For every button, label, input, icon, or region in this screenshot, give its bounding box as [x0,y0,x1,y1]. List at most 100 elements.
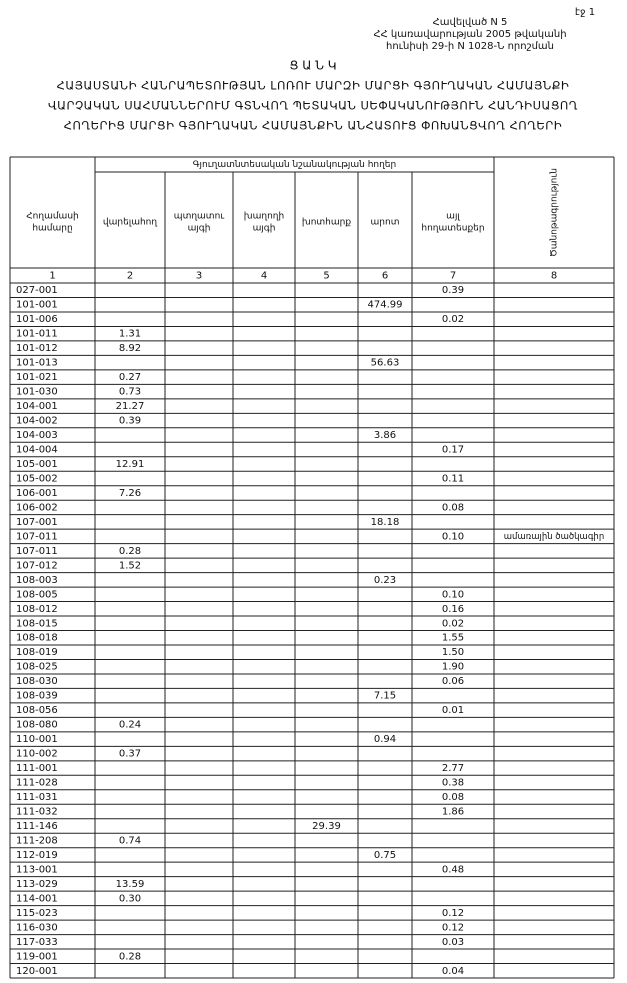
parcel-id: 104-002 [16,416,58,427]
area-value: 7.26 [119,488,141,499]
area-value: 0.23 [374,575,396,586]
parcel-id: 115-023 [16,908,58,919]
area-value: 0.17 [442,445,464,456]
area-value: 0.08 [442,502,464,513]
parcel-id: 105-001 [16,459,58,470]
parcel-id: 107-012 [16,560,58,571]
area-value: 0.39 [119,416,141,427]
area-value: 2.77 [442,763,464,774]
decree: ՀՀ կառավարության 2005 թվականի [373,29,566,40]
parcel-id: 108-003 [16,575,58,586]
parcel-id: 107-001 [16,517,58,528]
area-value: 0.73 [119,387,141,398]
area-value: 0.01 [442,705,464,716]
parcel-id: 108-056 [16,705,58,716]
parcel-id: 106-002 [16,502,58,513]
parcel-id: 110-002 [16,749,58,760]
area-value: 0.12 [442,922,464,933]
parcel-id: 108-080 [16,720,58,731]
column-header: խոտհարք [302,218,351,228]
parcel-id: 108-015 [16,618,58,629]
area-value: 13.59 [116,879,145,890]
area-value: 1.55 [442,633,464,644]
column-number: 8 [551,271,557,282]
area-value: 0.12 [442,908,464,919]
area-value: 0.75 [374,850,396,861]
parcel-id: 111-028 [16,778,58,789]
column-number: 7 [450,271,456,282]
parcel-id: 108-025 [16,662,58,673]
area-value: 21.27 [116,401,145,412]
area-value: 1.31 [119,329,141,340]
parcel-id: 113-029 [16,879,58,890]
area-value: 12.91 [116,459,145,470]
column-header: պտղատու [174,212,225,222]
column-number: 3 [196,271,202,282]
column-header: հողատեսքեր [421,224,484,234]
parcel-id: 117-033 [16,937,58,948]
column-number: 1 [49,271,55,282]
page-number: էջ 1 [575,7,595,18]
area-value: 3.86 [374,430,396,441]
column-header: խաղողի [244,212,284,222]
parcel-id: 108-018 [16,633,58,644]
area-value: 0.04 [442,966,464,977]
decree: հունիսի 29-ի N 1028-Ն որոշման [386,41,554,52]
title: Ց Ա Ն Կ [289,59,336,73]
parcel-id: 111-146 [16,821,58,832]
subtitle: ՀԱՅԱՍՏԱՆԻ ՀԱՆՐԱՊԵՏՈՒԹՅԱՆ ԼՈՌՈՒ ՄԱՐԶԻ ՄԱՐ… [57,79,570,93]
area-value: 56.63 [371,358,400,369]
parcel-id: 105-002 [16,473,58,484]
area-value: 0.28 [119,951,141,962]
area-value: 0.02 [442,618,464,629]
parcel-id: 108-005 [16,589,58,600]
column-header: վարելահող [103,218,157,228]
parcel-id: 101-006 [16,314,58,325]
column-header: Ծանոթագրություն [550,168,560,257]
note: ամառային ծածկագիր [504,532,604,542]
column-header: Հողամասի [26,212,79,222]
area-value: 0.38 [442,778,464,789]
parcel-id: 113-001 [16,864,58,875]
parcel-id: 101-011 [16,329,58,340]
parcel-id: 116-030 [16,922,58,933]
parcel-id: 104-003 [16,430,58,441]
area-value: 0.06 [442,676,464,687]
area-value: 0.16 [442,604,464,615]
column-header: այգի [188,224,211,234]
column-number: 4 [261,271,267,282]
area-value: 0.08 [442,792,464,803]
parcel-id: 027-001 [16,285,58,296]
area-value: 29.39 [312,821,341,832]
parcel-id: 108-039 [16,691,58,702]
parcel-id: 101-021 [16,372,58,383]
area-value: 0.27 [119,372,141,383]
area-value: 0.37 [119,749,141,760]
area-value: 0.03 [442,937,464,948]
column-number: 5 [323,271,329,282]
parcel-id: 112-019 [16,850,58,861]
area-value: 1.90 [442,662,464,673]
area-value: 0.02 [442,314,464,325]
area-value: 0.28 [119,546,141,557]
area-value: 0.24 [119,720,141,731]
parcel-id: 101-013 [16,358,58,369]
parcel-id: 101-001 [16,300,58,311]
column-header: այգի [253,224,276,234]
column-number: 6 [382,271,388,282]
parcel-id: 114-001 [16,893,58,904]
subtitle: ՀՈՂԵՐԻՑ ՄԱՐՑԻ ԳՅՈՒՂԱԿԱՆ ՀԱՄԱՅՆՔԻՆ ԱՆՀԱՏՈ… [64,119,562,133]
column-header: այլ [446,212,460,222]
area-value: 0.11 [442,473,464,484]
appendix: Հավելված N 5 [433,17,508,28]
parcel-id: 107-011 [16,546,58,557]
parcel-id: 108-030 [16,676,58,687]
parcel-id: 106-001 [16,488,58,499]
area-value: 0.94 [374,734,396,745]
area-value: 8.92 [119,343,141,354]
area-value: 0.10 [442,531,464,542]
parcel-id: 108-012 [16,604,58,615]
parcel-id: 119-001 [16,951,58,962]
subtitle: ՎԱՐՉԱԿԱՆ ՍԱՀՄԱՆՆԵՐՈՒՄ ԳՏՆՎՈՂ ՊԵՏԱԿԱՆ ՍԵՓ… [48,99,578,113]
area-value: 1.52 [119,560,141,571]
